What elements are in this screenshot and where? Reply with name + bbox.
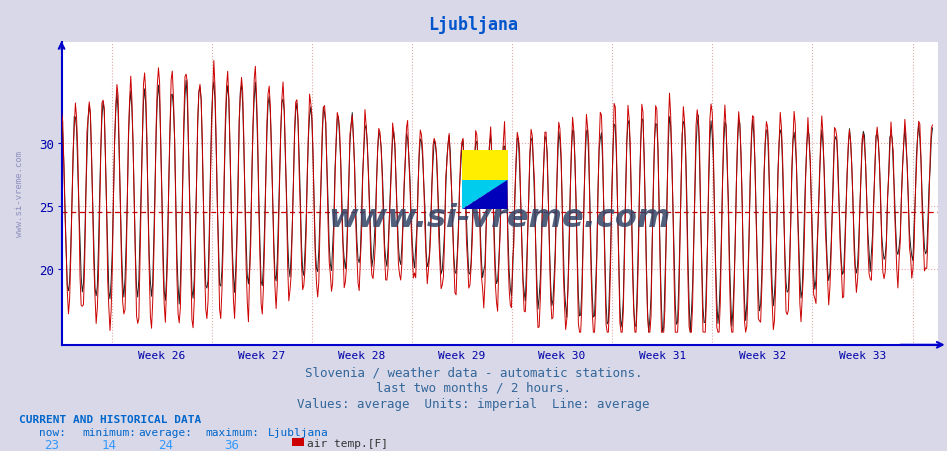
Polygon shape xyxy=(462,180,508,210)
Text: average:: average: xyxy=(138,428,193,437)
Text: air temp.[F]: air temp.[F] xyxy=(307,438,388,448)
Text: www.si-vreme.com: www.si-vreme.com xyxy=(15,151,24,237)
Text: minimum:: minimum: xyxy=(81,428,136,437)
Text: last two months / 2 hours.: last two months / 2 hours. xyxy=(376,381,571,394)
Text: maximum:: maximum: xyxy=(205,428,259,437)
Text: Values: average  Units: imperial  Line: average: Values: average Units: imperial Line: av… xyxy=(297,397,650,410)
Text: 36: 36 xyxy=(224,438,240,451)
Text: CURRENT AND HISTORICAL DATA: CURRENT AND HISTORICAL DATA xyxy=(19,414,201,424)
Text: 23: 23 xyxy=(45,438,60,451)
Polygon shape xyxy=(462,151,508,180)
Text: now:: now: xyxy=(39,428,65,437)
Text: 24: 24 xyxy=(158,438,173,451)
Text: Ljubljana: Ljubljana xyxy=(268,428,329,437)
Text: Slovenia / weather data - automatic stations.: Slovenia / weather data - automatic stat… xyxy=(305,365,642,378)
Polygon shape xyxy=(462,180,508,210)
Text: 14: 14 xyxy=(101,438,116,451)
Text: www.si-vreme.com: www.si-vreme.com xyxy=(329,202,670,234)
Text: Ljubljana: Ljubljana xyxy=(428,16,519,34)
